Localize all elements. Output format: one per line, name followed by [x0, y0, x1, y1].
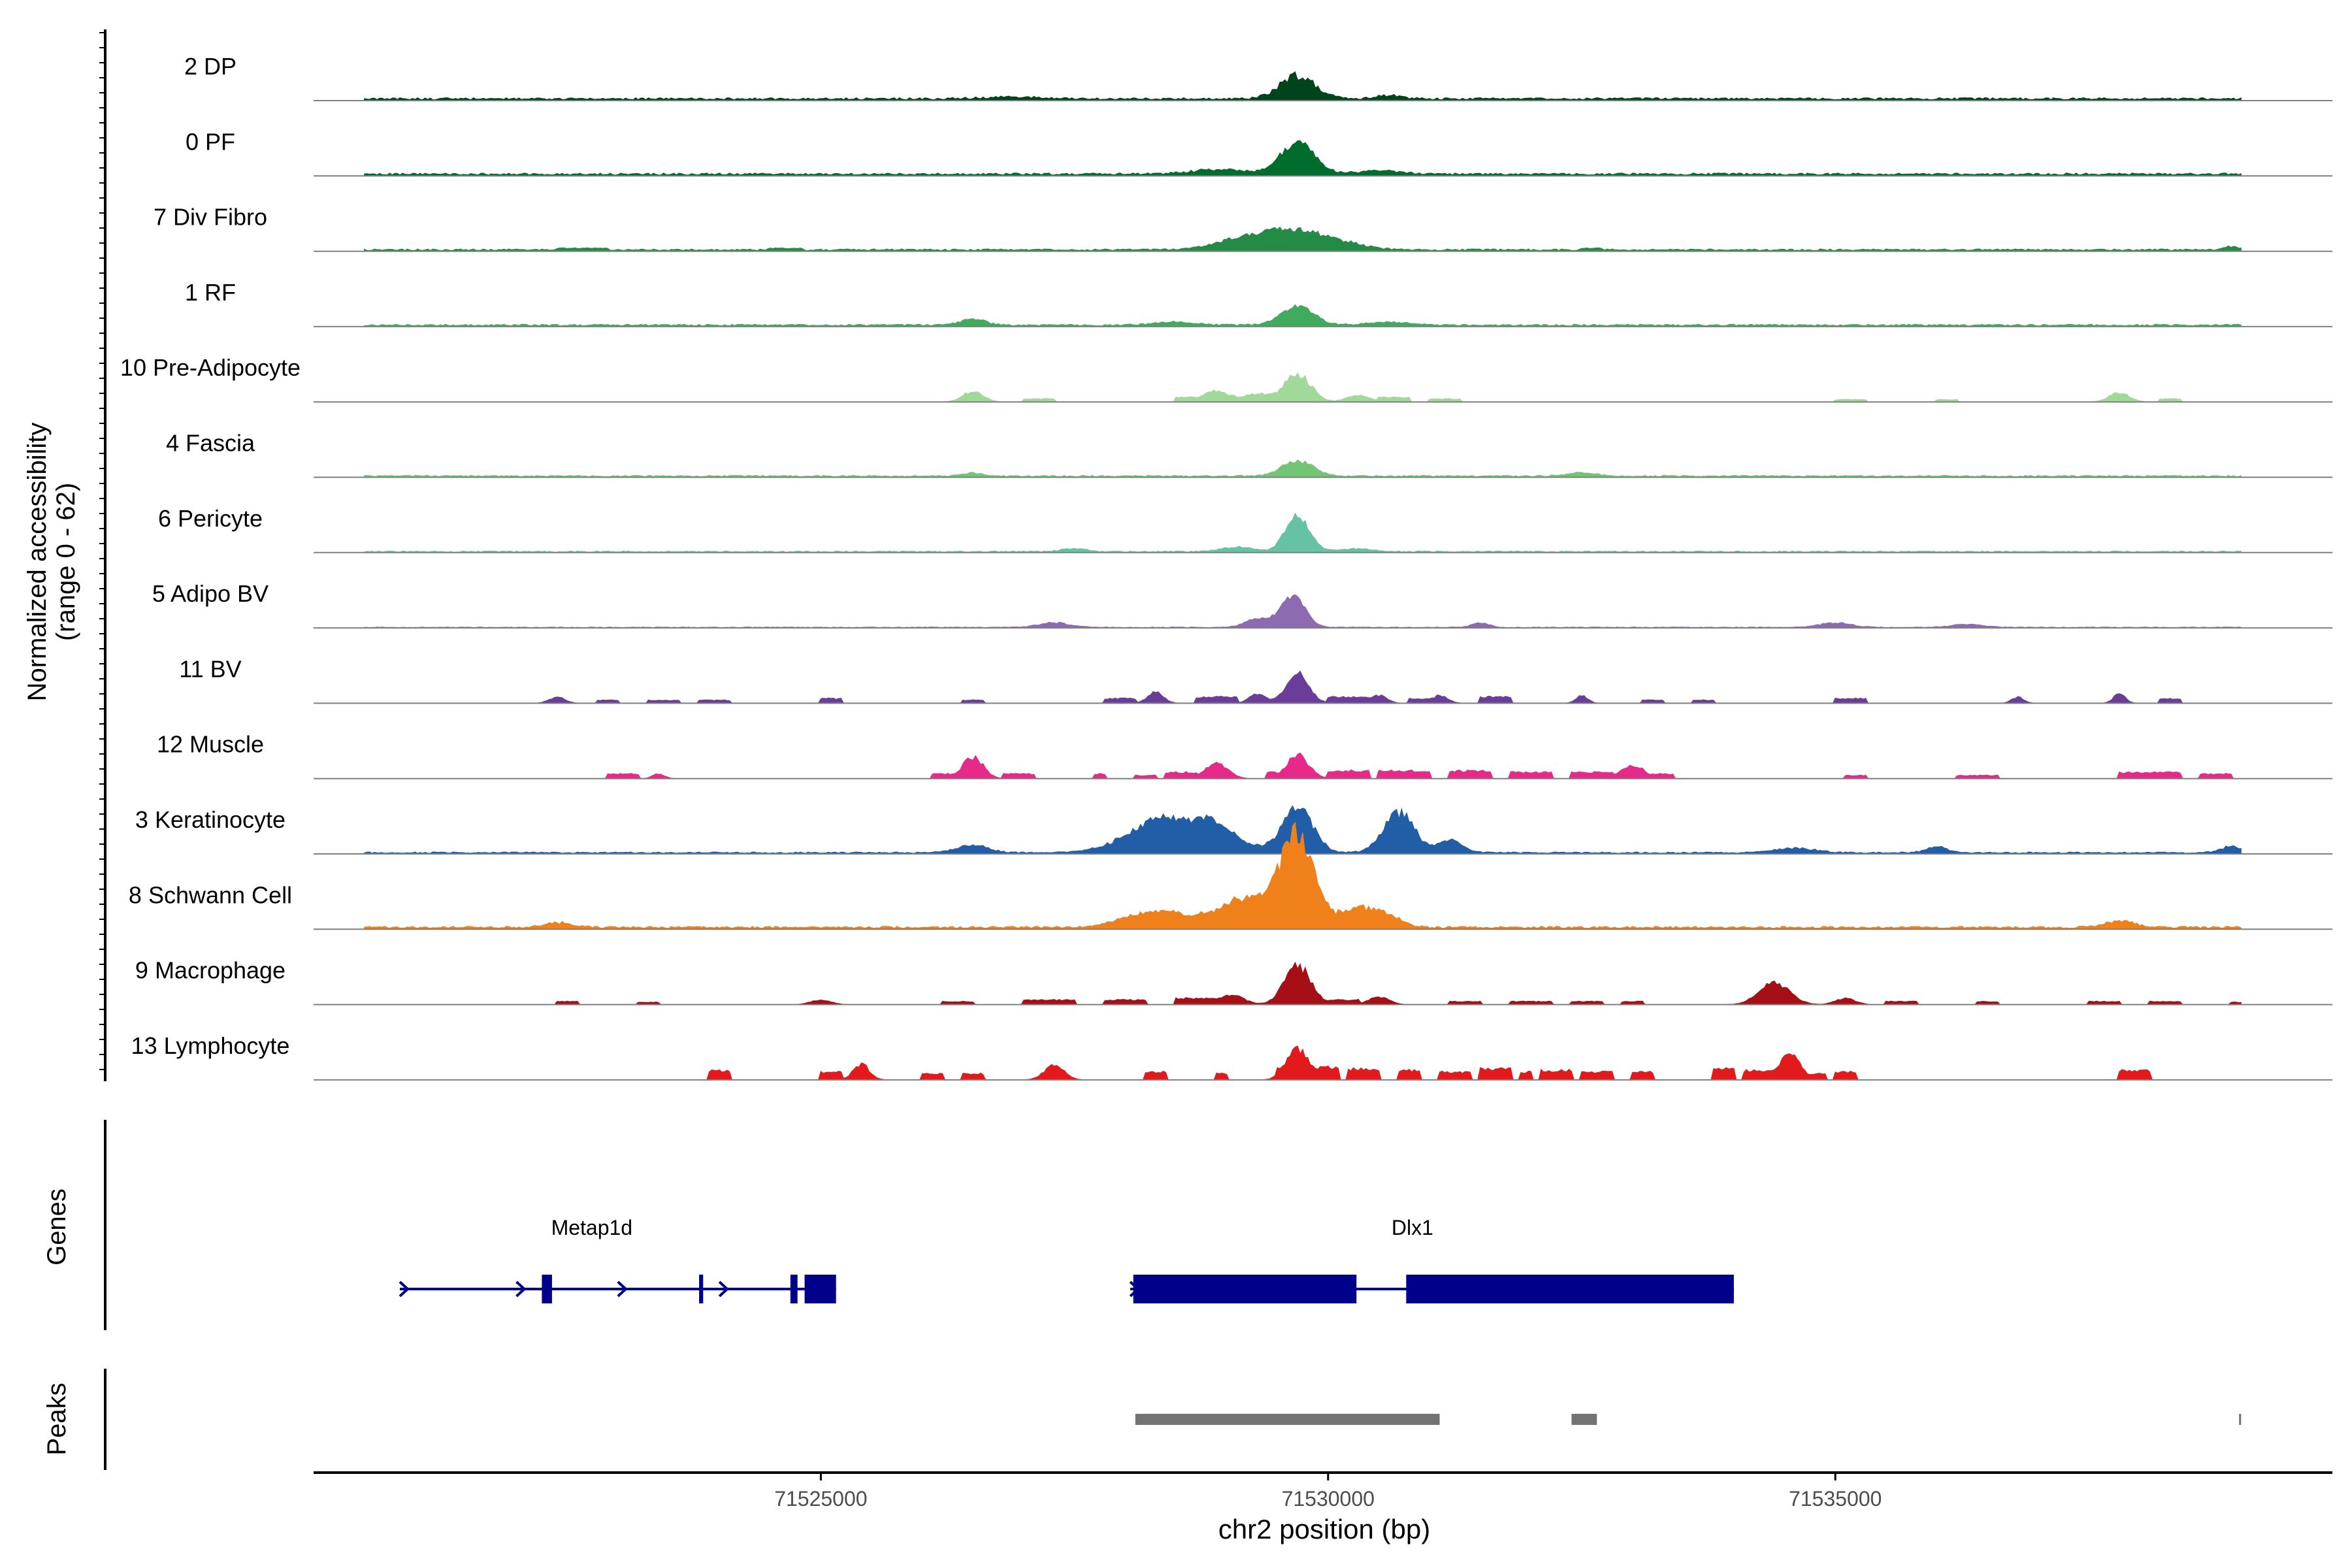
gene-dlx1: Dlx1 — [1129, 1216, 1734, 1303]
peak-panel — [1135, 1414, 2242, 1425]
track-label: 11 BV — [179, 655, 241, 682]
gene-exon — [1406, 1275, 1734, 1303]
track-12-muscle: 12 Muscle — [157, 731, 2332, 779]
track-4-fascia: 4 Fascia — [166, 430, 2332, 478]
gene-panel: Metap1d Dlx1 — [399, 1216, 1734, 1303]
track-label: 9 Macrophage — [135, 957, 286, 984]
gene-exon — [804, 1275, 836, 1303]
x-axis-label: chr2 position (bp) — [1218, 1514, 1431, 1544]
peak-region — [1135, 1414, 1440, 1425]
coverage-area — [364, 459, 2242, 478]
track-label: 5 Adipo BV — [152, 580, 269, 607]
strand-arrow — [617, 1281, 628, 1298]
gene-name-label: Dlx1 — [1392, 1216, 1433, 1239]
coverage-tracks: 2 DP 0 PF 7 Div Fibro 1 RF 10 Pre-Adipocyte 4… — [120, 53, 2332, 1081]
track-9-macrophage: 9 Macrophage — [135, 957, 2332, 1005]
track-label: 7 Div Fibro — [154, 204, 267, 231]
track-label: 13 Lymphocyte — [131, 1032, 290, 1059]
gene-metap1d: Metap1d — [399, 1216, 836, 1303]
gene-exon — [542, 1275, 552, 1303]
peak-region — [1571, 1414, 1597, 1425]
y-axis-label: Normalized accessibility — [23, 423, 52, 702]
x-tick-label: 71535000 — [1789, 1487, 1882, 1511]
track-2-dp: 2 DP — [184, 53, 2332, 101]
track-label: 4 Fascia — [166, 430, 255, 457]
track-10-pre-adipocyte: 10 Pre-Adipocyte — [120, 354, 2332, 403]
coverage-area — [364, 226, 2242, 252]
track-label: 6 Pericyte — [158, 505, 263, 532]
strand-arrow — [515, 1281, 527, 1298]
track-13-lymphocyte: 13 Lymphocyte — [131, 1032, 2332, 1081]
x-axis: 71525000 71530000 71535000 — [314, 1471, 2332, 1511]
track-label: 12 Muscle — [157, 731, 264, 758]
x-tick-label: 71525000 — [774, 1487, 867, 1511]
track-0-pf: 0 PF — [186, 128, 2332, 177]
track-11-bv: 11 BV — [179, 655, 2332, 704]
peaks-panel-label: Peaks — [42, 1382, 71, 1455]
track-3-keratinocyte: 3 Keratinocyte — [135, 805, 2332, 855]
track-label: 8 Schwann Cell — [129, 881, 292, 908]
gene-exon — [699, 1275, 704, 1303]
track-label: 10 Pre-Adipocyte — [120, 354, 301, 381]
y-axis-range-label: (range 0 - 62) — [52, 483, 80, 641]
track-1-rf: 1 RF — [185, 279, 2332, 327]
track-7-div-fibro: 7 Div Fibro — [154, 204, 2332, 252]
genes-panel-label: Genes — [42, 1188, 71, 1266]
coverage-area — [364, 140, 2242, 176]
coverage-area — [364, 821, 2242, 930]
track-label: 2 DP — [184, 53, 237, 80]
strand-arrow — [399, 1281, 410, 1298]
coverage-area — [364, 304, 2242, 327]
track-label: 1 RF — [185, 279, 236, 306]
coverage-area — [364, 512, 2242, 553]
track-6-pericyte: 6 Pericyte — [158, 505, 2332, 553]
peak-region — [2239, 1414, 2242, 1425]
x-tick-label: 71530000 — [1282, 1487, 1375, 1511]
gene-exon — [790, 1275, 798, 1303]
track-8-schwann-cell: 8 Schwann Cell — [129, 821, 2332, 930]
coverage-area — [364, 805, 2242, 855]
track-5-adipo-bv: 5 Adipo BV — [152, 580, 2332, 629]
track-label: 0 PF — [186, 128, 235, 155]
coverage-area — [364, 71, 2242, 101]
track-label: 3 Keratinocyte — [135, 806, 286, 833]
gene-exon — [1133, 1275, 1357, 1303]
gene-name-label: Metap1d — [551, 1216, 633, 1239]
strand-arrow — [1129, 1281, 1140, 1298]
left-axis — [99, 29, 106, 1470]
strand-arrow — [718, 1281, 730, 1298]
